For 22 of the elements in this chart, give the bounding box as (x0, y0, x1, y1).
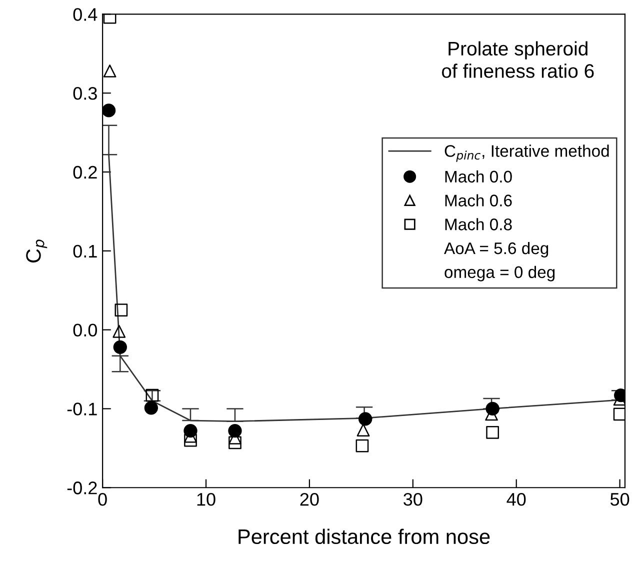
y-tick-label: -0.1 (67, 402, 97, 416)
x-tick-label: 40 (506, 492, 526, 506)
legend-label: Mach 0.6 (445, 194, 512, 206)
y-tick-label: -0.2 (67, 482, 97, 494)
x-tick-label: 0 (98, 492, 107, 506)
legend-label: Mach 0.8 (445, 218, 512, 230)
y-axis-title: C$_{p}$ (26, 240, 48, 262)
x-axis-title: Percent distance from nose (238, 528, 490, 544)
y-tick-label: 0.3 (73, 87, 97, 100)
legend-label: C$_{pinc}$, Iterative method (444, 144, 609, 162)
x-tick-label: 50 (610, 492, 630, 506)
annotation: AoA = 5.6 deg (444, 242, 548, 258)
annotation: omega = 0 deg (444, 266, 555, 282)
y-tick-label: 0.1 (73, 244, 97, 258)
legend-label: Mach 0.0 (445, 170, 512, 183)
x-tick-label: 30 (404, 492, 422, 506)
y-tick-label: 0.4 (73, 8, 98, 21)
annotation: Prolate spheroid of fineness ratio 6 (442, 41, 594, 78)
y-tick-label: 0.2 (73, 166, 97, 179)
x-tick-label: 10 (197, 492, 216, 506)
x-tick-label: 20 (300, 492, 319, 506)
y-tick-label: 0.0 (73, 324, 97, 337)
